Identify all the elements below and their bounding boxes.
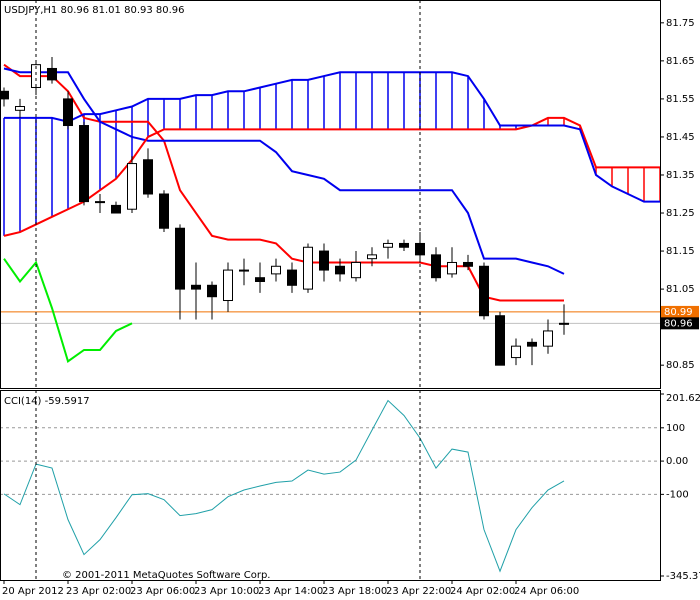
- y-tick-label: 81.75: [666, 18, 695, 29]
- candle-body: [143, 159, 153, 195]
- candle-body: [79, 125, 89, 203]
- candle-body: [111, 204, 121, 214]
- cci-panel: [0, 399, 660, 573]
- indicator-line: [3, 67, 565, 275]
- candle-body: [95, 201, 105, 204]
- indicator-line: [3, 63, 564, 302]
- price-label: 80.99: [664, 307, 693, 318]
- y-tick-label: 81.65: [666, 56, 695, 67]
- price-label-box: [661, 305, 699, 318]
- copyright: © 2001-2011 MetaQuotes Software Corp.: [62, 570, 270, 581]
- candle-body: [431, 254, 441, 279]
- indicator-line: [3, 116, 660, 237]
- x-tick-label: 23 Apr 14:00: [258, 586, 323, 597]
- candle-body: [463, 261, 473, 267]
- y-tick-label: 80.85: [666, 360, 695, 371]
- x-tick-label: 24 Apr 06:00: [514, 586, 579, 597]
- x-tick-label: 23 Apr 02:00: [66, 586, 131, 597]
- candle-body: [159, 193, 169, 229]
- candle-body: [271, 265, 281, 275]
- candle-body: [63, 98, 73, 127]
- y-tick-label: 81.55: [666, 94, 695, 105]
- candle-body: [47, 67, 57, 81]
- indicator-title: CCI(14) -59.5917: [4, 396, 90, 407]
- candle-body: [559, 322, 569, 325]
- y-tick-label: 81.15: [666, 246, 695, 257]
- x-tick-label: 24 Apr 02:00: [450, 586, 515, 597]
- candle-body: [495, 315, 505, 366]
- candle-body: [399, 242, 409, 248]
- price-panel: [0, 57, 660, 366]
- y-tick-label: 0.00: [666, 456, 688, 467]
- candle-body: [303, 246, 313, 290]
- cci-frame: [0, 390, 661, 581]
- candle-body: [543, 330, 553, 347]
- candle-body: [447, 261, 457, 275]
- candle-body: [15, 106, 25, 111]
- x-tick-label: 23 Apr 18:00: [322, 586, 387, 597]
- candle-body: [255, 277, 265, 282]
- candle-body: [175, 227, 185, 290]
- x-tick-label: 23 Apr 22:00: [386, 586, 451, 597]
- candle-body: [0, 90, 9, 100]
- x-tick-label: 23 Apr 06:00: [130, 586, 195, 597]
- y-tick-label: 81.05: [666, 284, 695, 295]
- y-tick-label: 81.45: [666, 132, 695, 143]
- candle-body: [223, 269, 233, 302]
- indicator-line: [4, 71, 660, 203]
- candle-body: [511, 345, 521, 359]
- candle-body: [319, 250, 329, 271]
- x-tick-label: 23 Apr 10:00: [194, 586, 259, 597]
- x-tick-label: 20 Apr 2012: [2, 586, 64, 597]
- price-label: 80.96: [664, 318, 693, 329]
- y-tick-label: -100: [666, 489, 689, 500]
- y-tick-label: -345.372: [666, 571, 700, 582]
- y-tick-label: 100: [666, 423, 685, 434]
- chart-title: USDJPY,H1 80.96 81.01 80.93 80.96: [4, 5, 185, 16]
- candle-body: [31, 64, 41, 88]
- y-tick-label: 81.35: [666, 170, 695, 181]
- candle-body: [527, 341, 537, 347]
- candle-body: [479, 265, 489, 317]
- candle-body: [351, 261, 361, 279]
- cci-line: [3, 399, 565, 573]
- candle-body: [191, 284, 201, 290]
- indicator-line: [3, 258, 133, 363]
- candle-body: [239, 269, 249, 272]
- candle-body: [383, 242, 393, 248]
- candle-body: [127, 163, 137, 210]
- candle-body: [287, 269, 297, 286]
- candle-body: [207, 284, 217, 298]
- price-label-box: [661, 317, 699, 330]
- candle-body: [335, 265, 345, 275]
- candle-body: [367, 254, 377, 260]
- y-tick-label: 201.6218: [666, 393, 700, 404]
- y-tick-label: 81.25: [666, 208, 695, 219]
- price-frame: [0, 0, 661, 389]
